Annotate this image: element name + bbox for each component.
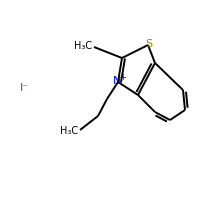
Text: H₃C: H₃C: [60, 126, 78, 136]
Text: N: N: [113, 76, 121, 86]
Text: H₃C: H₃C: [74, 41, 92, 51]
Text: I⁻: I⁻: [20, 83, 29, 93]
Text: S: S: [145, 39, 153, 49]
Text: +: +: [120, 72, 126, 82]
